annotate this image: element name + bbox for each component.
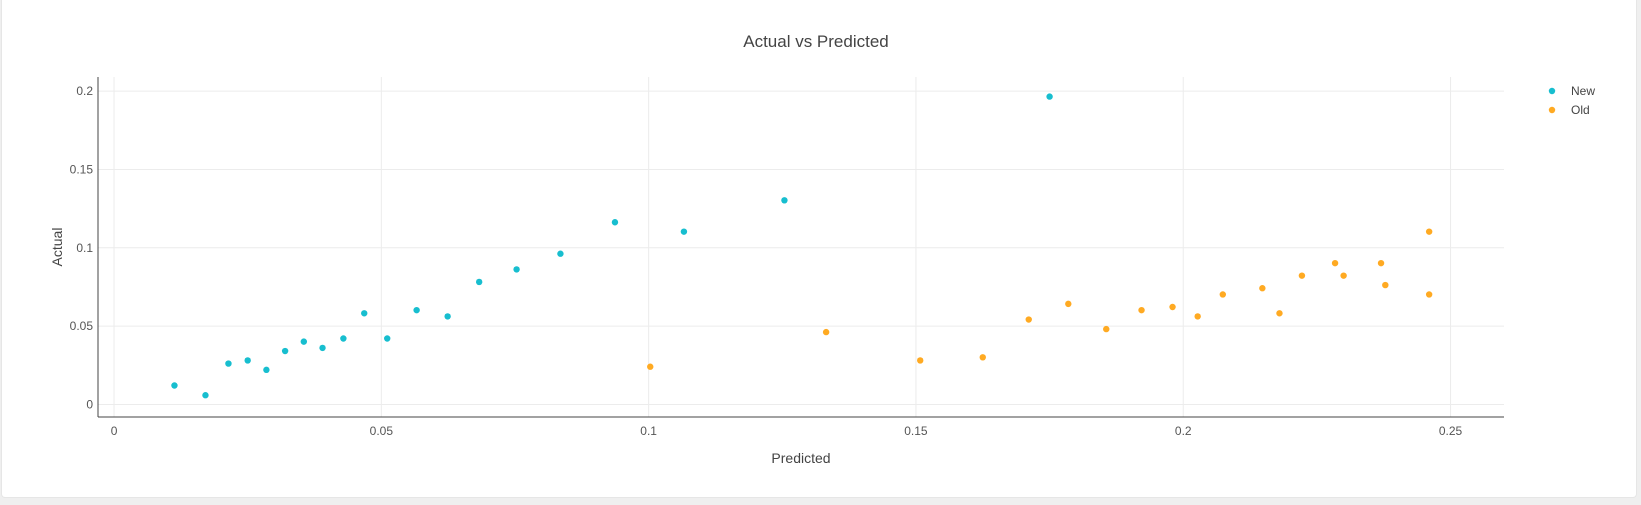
axes [97,77,1504,418]
data-point[interactable] [1259,285,1266,292]
series-old [647,228,1433,370]
grid [98,77,1504,417]
data-point[interactable] [979,354,986,361]
x-tick-label: 0.15 [904,424,928,438]
data-point[interactable] [1377,259,1385,267]
legend-label: Old [1571,103,1590,117]
data-point[interactable] [1169,303,1176,311]
data-point[interactable] [319,344,326,352]
legend-marker [1548,87,1556,95]
x-tick-labels: 0 0.05 0.1 0.15 0.2 0.25 [111,424,1463,438]
data-point[interactable] [1046,93,1053,100]
data-point[interactable] [1425,291,1433,298]
y-axis-title: Actual [49,228,65,267]
data-point[interactable] [1065,300,1072,308]
data-point[interactable] [413,306,420,314]
data-point[interactable] [1425,228,1433,235]
y-tick-label: 0.1 [76,241,93,255]
data-point[interactable] [1219,291,1227,298]
legend-item[interactable]: Old [1548,103,1590,117]
data-point[interactable] [1103,325,1110,333]
y-tick-label: 0.05 [70,319,94,333]
data-point[interactable] [171,382,178,389]
legend-marker [1548,106,1556,114]
data-point[interactable] [202,392,209,399]
data-point[interactable] [475,278,483,286]
data-point[interactable] [1276,310,1283,317]
data-point[interactable] [680,228,688,235]
x-tick-label: 0.2 [1175,424,1192,438]
data-point[interactable] [300,338,308,345]
y-tick-label: 0 [86,397,93,411]
x-tick-label: 0.1 [640,424,657,438]
data-point[interactable] [611,219,619,226]
data-point[interactable] [361,310,368,317]
data-point[interactable] [1340,272,1347,279]
legend: New Old [1548,84,1596,117]
data-point[interactable] [1298,272,1306,279]
y-tick-label: 0.15 [70,162,94,176]
x-tick-label: 0.25 [1439,424,1463,438]
data-point[interactable] [1382,281,1389,289]
data-point[interactable] [244,357,251,364]
x-tick-label: 0.05 [370,424,394,438]
data-point[interactable] [647,363,654,370]
data-point[interactable] [281,347,289,355]
data-point[interactable] [384,335,391,342]
data-point[interactable] [225,360,232,367]
data-point[interactable] [557,250,564,257]
legend-item[interactable]: New [1548,84,1596,98]
y-tick-label: 0.2 [76,84,93,98]
data-point[interactable] [1025,316,1032,323]
legend-label: New [1571,84,1595,98]
data-points [171,93,1433,399]
data-point[interactable] [781,197,788,204]
data-point[interactable] [822,328,830,336]
data-point[interactable] [340,335,347,342]
data-point[interactable] [1331,259,1339,267]
y-tick-labels: 0 0.05 0.1 0.15 0.2 [70,84,94,411]
data-point[interactable] [1138,306,1145,314]
data-point[interactable] [513,266,520,273]
chart-title: Actual vs Predicted [743,32,889,51]
series-new [171,93,1053,399]
x-tick-label: 0 [111,424,118,438]
x-axis-title: Predicted [771,450,830,466]
data-point[interactable] [917,357,924,364]
data-point[interactable] [444,313,451,320]
data-point[interactable] [263,366,270,374]
data-point[interactable] [1194,313,1201,320]
